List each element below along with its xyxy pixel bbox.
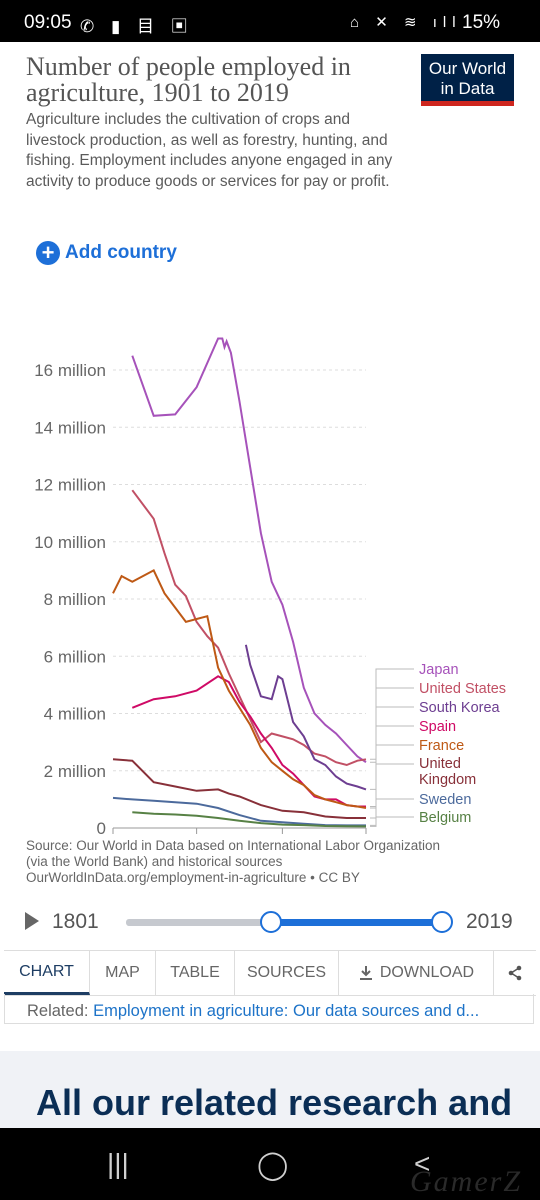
y-tick-label: 14 million [34,418,106,437]
tab-table[interactable]: TABLE [156,951,235,995]
series-label: Sweden [419,792,471,808]
y-tick-label: 16 million [34,361,106,380]
series-line [112,758,366,819]
page: Number of people employed in agriculture… [0,42,540,1131]
logo-line-2: in Data [440,79,495,98]
timeline-end-handle[interactable] [431,911,453,933]
related-research-section: All our related research and [0,1051,540,1131]
plus-circle-icon: + [36,241,60,265]
series-label: France [419,738,464,754]
tab-map-label: MAP [105,964,140,981]
x-tick-label: 1980 [263,837,301,838]
source-line-3[interactable]: OurWorldInData.org/employment-in-agricul… [26,870,360,885]
series-label: Spain [419,719,456,735]
chart-source: Source: Our World in Data based on Inter… [26,838,496,886]
chart-tabs: CHART MAP TABLE SOURCES DOWNLOAD [4,950,536,996]
battery-level: 15% [462,12,501,33]
legend-connector [370,687,414,760]
owid-logo[interactable]: Our World in Data [421,54,514,106]
tab-sources-label: SOURCES [246,964,327,981]
tab-download-label: DOWNLOAD [379,964,475,981]
tab-table-label: TABLE [170,964,220,981]
logo-line-1: Our World [428,59,507,78]
system-status-icons: ⌂ ✕ ≋ ıll [350,14,462,31]
series-line [132,811,367,828]
y-tick-label: 6 million [44,647,106,666]
add-country-label: Add country [65,242,177,263]
x-tick-label: 2019 [347,837,385,838]
series-line [131,489,367,767]
related-link[interactable]: Employment in agriculture: Our data sour… [93,1002,480,1020]
timeline-start-handle[interactable] [259,911,282,933]
tab-download[interactable]: DOWNLOAD [339,951,494,995]
recents-button[interactable]: ||| [107,1148,129,1179]
tab-map[interactable]: MAP [90,951,156,995]
chart-title: Number of people employed in agriculture… [26,52,351,107]
legend-connector [370,725,414,807]
related-prefix: Related: [27,1002,89,1020]
tab-chart[interactable]: CHART [4,951,90,995]
timeline-track[interactable] [126,911,453,933]
source-line-1: Source: Our World in Data based on Inter… [26,838,440,853]
series-line [244,644,367,791]
tab-sources[interactable]: SOURCES [235,951,339,995]
series-label: South Korea [419,700,501,716]
legend-connector [370,798,414,826]
tab-chart-label: CHART [19,962,74,980]
download-icon [359,966,372,980]
y-tick-label: 10 million [34,533,106,552]
legend-connector [370,763,414,819]
legend-connector [370,816,414,827]
home-button[interactable]: ◯ [257,1149,289,1180]
share-icon [508,965,522,981]
y-tick-label: 4 million [44,705,106,724]
y-tick-label: 8 million [44,590,106,609]
system-nav-bar: ||| ◯ < [0,1128,540,1200]
play-icon[interactable] [25,912,39,930]
y-tick-label: 0 [97,819,106,838]
legend-connector [370,668,414,763]
related-bar: Related: Employment in agriculture: Our … [4,994,534,1024]
timeline-start-label: 1801 [52,910,99,933]
related-research-heading: All our related research and [36,1082,513,1123]
back-button[interactable]: < [414,1148,431,1179]
line-chart[interactable]: 0 2 million 4 million 6 million 8 million 10 … [0,278,540,838]
y-tick-label: 12 million [34,476,106,495]
status-time: 09:05 [24,12,72,33]
notification-icons: ✆ ▮ 目 ▣ [80,17,194,36]
status-bar: 09:05 ✆ ▮ 目 ▣ ⌂ ✕ ≋ ıll 15% [0,0,540,42]
source-line-2: (via the World Bank) and historical sour… [26,854,283,869]
series-label: Belgium [419,810,471,826]
series-label: United States [419,681,506,697]
series-line [131,675,366,808]
chart-subtitle: Agriculture includes the cultivation of … [26,111,393,190]
logo-accent-bar [421,101,514,106]
timeline-selected-range [270,919,442,926]
x-tick-label: 1940 [178,837,216,838]
x-tick-label: 1901 [94,837,132,838]
legend-connector [370,706,414,790]
series-line [131,337,367,764]
timeline-end-label: 2019 [466,910,513,933]
timeline: 1801 2019 [0,900,540,944]
series-label: Japan [419,662,459,678]
watermark-text: GamerZ [410,1165,523,1198]
series-line [112,569,367,809]
tab-share[interactable] [494,951,536,995]
y-tick-label: 2 million [44,762,106,781]
series-label: United Kingdom [419,756,476,788]
add-country-button[interactable]: + Add country [36,240,177,266]
